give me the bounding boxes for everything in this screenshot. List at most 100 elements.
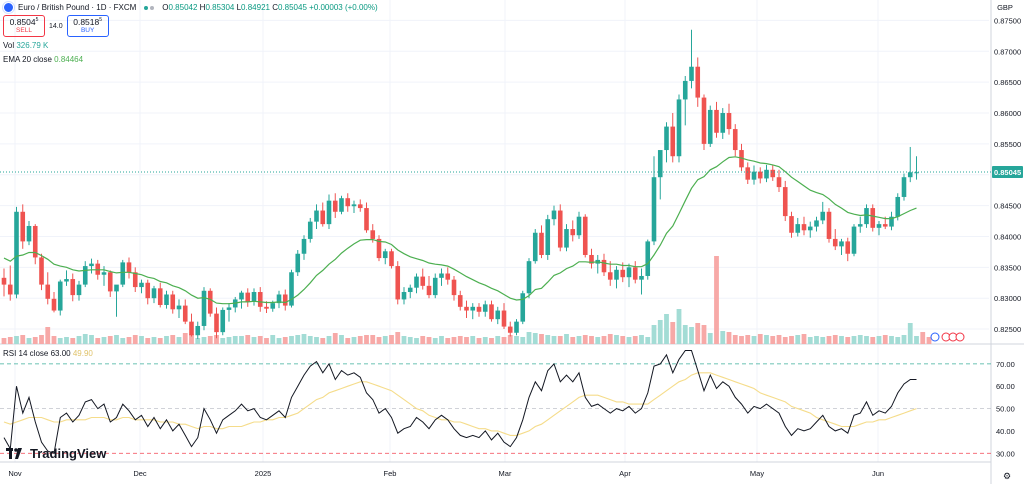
market-status-icon[interactable] bbox=[144, 5, 155, 10]
price-tick-label: 0.83500 bbox=[994, 263, 1021, 272]
volume-bar bbox=[220, 338, 226, 344]
candle-body bbox=[320, 210, 326, 225]
candle-body bbox=[357, 204, 363, 209]
candle-body bbox=[845, 241, 851, 254]
price-tick-label: 0.86000 bbox=[994, 109, 1021, 118]
volume-bar bbox=[820, 337, 826, 344]
volume-bar bbox=[801, 334, 807, 344]
volume-bar bbox=[882, 335, 888, 344]
volume-bar bbox=[520, 337, 526, 344]
volume-bar bbox=[589, 336, 594, 344]
volume-bar bbox=[645, 337, 651, 344]
volume-bar bbox=[464, 337, 469, 344]
volume-bar bbox=[539, 334, 544, 344]
volume-bar bbox=[664, 314, 669, 344]
candle-body bbox=[395, 266, 401, 300]
candle-body bbox=[876, 224, 882, 228]
candle-body bbox=[682, 80, 688, 100]
rsi-pane: 70.00 60.00 50.00 40.00 30.00 bbox=[0, 350, 1015, 458]
volume-bar bbox=[489, 338, 494, 344]
candle-body bbox=[520, 293, 526, 322]
candle-body bbox=[814, 220, 819, 227]
volume-bar bbox=[582, 335, 588, 344]
candle-body bbox=[339, 198, 344, 212]
volume-bar bbox=[682, 325, 688, 344]
volume-bar bbox=[789, 336, 794, 344]
candle-body bbox=[57, 281, 63, 311]
candle-body bbox=[676, 99, 682, 157]
volume-bar bbox=[120, 338, 126, 344]
volume-bar bbox=[170, 335, 176, 344]
candle-body bbox=[151, 288, 157, 299]
time-tick-label: Feb bbox=[384, 469, 397, 478]
price-tick-label: 0.82500 bbox=[994, 325, 1021, 334]
candle-body bbox=[507, 326, 513, 333]
candle-body bbox=[820, 211, 826, 221]
candle-body bbox=[26, 225, 32, 242]
candle-body bbox=[207, 290, 213, 314]
candle-body bbox=[445, 273, 451, 280]
settings-gear-icon[interactable]: ⚙ bbox=[1003, 471, 1012, 481]
candle-body bbox=[714, 109, 719, 133]
candle-body bbox=[689, 66, 694, 81]
ohlc-change-value: +0.00003 (+0.00%) bbox=[309, 3, 378, 12]
candle-body bbox=[464, 306, 469, 311]
candle-body bbox=[789, 216, 794, 233]
volume-bar bbox=[264, 338, 269, 344]
candle-body bbox=[501, 310, 507, 327]
tradingview-logo[interactable]: TradingView bbox=[6, 446, 106, 461]
candle-body bbox=[170, 294, 176, 310]
candle-body bbox=[626, 267, 632, 278]
volume-bar bbox=[639, 335, 644, 344]
candle-body bbox=[770, 169, 776, 178]
candle-body bbox=[264, 306, 269, 309]
candle-body bbox=[439, 273, 444, 278]
candle-body bbox=[639, 275, 644, 280]
volume-bar bbox=[114, 335, 119, 344]
volume-bar bbox=[76, 336, 82, 344]
candle-body bbox=[201, 290, 207, 326]
candle-body bbox=[620, 269, 626, 278]
volume-bar bbox=[57, 338, 63, 344]
volume-bar bbox=[532, 333, 538, 344]
buy-button[interactable]: 0.85185 BUY bbox=[66, 15, 109, 37]
ohlc-high-key: H bbox=[199, 3, 206, 12]
sell-button[interactable]: 0.85045 SELL bbox=[3, 15, 45, 37]
ema-legend[interactable]: EMA 20 close 0.84464 bbox=[3, 55, 83, 64]
time-tick-label: Mar bbox=[499, 469, 512, 478]
volume-legend[interactable]: Vol 326.79 K bbox=[3, 41, 48, 50]
volume-bar bbox=[401, 336, 407, 344]
volume-bar bbox=[745, 335, 751, 344]
volume-bar bbox=[276, 338, 282, 344]
volume-bar bbox=[907, 323, 913, 344]
candle-body bbox=[32, 225, 38, 258]
price-tick-label: 0.83000 bbox=[994, 294, 1021, 303]
ema-legend-value: 0.84464 bbox=[54, 55, 84, 64]
volume-bar bbox=[832, 335, 838, 344]
candle-body bbox=[420, 276, 426, 286]
volume-bar bbox=[607, 334, 613, 344]
volume-bar bbox=[626, 337, 632, 344]
volume-bar bbox=[920, 332, 926, 344]
volume-bar bbox=[70, 338, 76, 344]
candle-body bbox=[526, 261, 532, 294]
volume-bar bbox=[551, 336, 557, 344]
candle-body bbox=[426, 285, 432, 296]
volume-bar bbox=[914, 336, 919, 344]
candle-body bbox=[707, 109, 713, 144]
ohlc-close-value: 0.85045 bbox=[277, 3, 307, 12]
rsi-legend[interactable]: RSI 14 close 63.00 49.90 bbox=[3, 349, 93, 358]
volume-bar bbox=[345, 338, 351, 344]
volume-bar bbox=[201, 337, 207, 344]
volume-bar bbox=[126, 337, 132, 344]
candle-body bbox=[176, 305, 182, 310]
volume-bar bbox=[151, 337, 157, 344]
candle-body bbox=[376, 238, 382, 259]
candle-body bbox=[795, 224, 801, 233]
volume-bar bbox=[176, 337, 182, 344]
symbol-title[interactable]: Euro / British Pound · 1D · FXCM bbox=[18, 3, 137, 12]
candle-body bbox=[751, 171, 757, 180]
volume-bar bbox=[64, 337, 69, 344]
volume-bar bbox=[395, 332, 401, 344]
